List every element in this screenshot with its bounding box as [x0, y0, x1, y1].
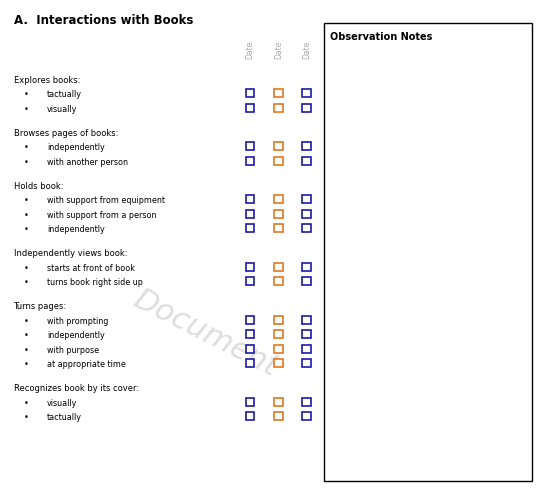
- Bar: [246, 224, 254, 232]
- Text: with prompting: with prompting: [47, 317, 108, 326]
- Text: Browses pages of books:: Browses pages of books:: [14, 129, 118, 138]
- Bar: [246, 330, 254, 338]
- Text: with support from equipment: with support from equipment: [47, 196, 165, 205]
- Bar: [246, 196, 254, 203]
- Bar: [274, 89, 283, 97]
- Bar: [274, 196, 283, 203]
- Text: Recognizes book by its cover:: Recognizes book by its cover:: [14, 384, 138, 393]
- Text: with purpose: with purpose: [47, 345, 99, 355]
- Bar: [246, 263, 254, 270]
- Bar: [302, 210, 311, 218]
- Text: •: •: [23, 196, 28, 205]
- Bar: [302, 359, 311, 367]
- Bar: [246, 210, 254, 218]
- Text: Turns pages:: Turns pages:: [14, 302, 67, 312]
- Text: •: •: [23, 158, 28, 167]
- Bar: [302, 157, 311, 165]
- Bar: [302, 412, 311, 420]
- Text: •: •: [23, 278, 28, 287]
- Text: •: •: [23, 225, 28, 234]
- Text: •: •: [23, 105, 28, 114]
- Bar: [274, 142, 283, 150]
- Bar: [302, 224, 311, 232]
- Bar: [302, 398, 311, 406]
- Bar: [246, 344, 254, 352]
- Text: starts at front of book: starts at front of book: [47, 264, 135, 273]
- Bar: [246, 316, 254, 323]
- Text: •: •: [23, 211, 28, 220]
- Text: •: •: [23, 413, 28, 422]
- Text: A.  Interactions with Books: A. Interactions with Books: [14, 14, 193, 27]
- Bar: [274, 210, 283, 218]
- Bar: [274, 277, 283, 285]
- Text: Date: Date: [246, 40, 254, 59]
- Bar: [302, 142, 311, 150]
- Text: Explores books:: Explores books:: [14, 76, 80, 85]
- Bar: [274, 412, 283, 420]
- Text: •: •: [23, 143, 28, 152]
- Text: visually: visually: [47, 105, 77, 114]
- Bar: [274, 398, 283, 406]
- Text: independently: independently: [47, 331, 105, 340]
- Text: •: •: [23, 345, 28, 355]
- Bar: [274, 104, 283, 112]
- Text: independently: independently: [47, 143, 105, 152]
- Bar: [274, 330, 283, 338]
- Bar: [274, 359, 283, 367]
- Bar: [274, 263, 283, 270]
- Bar: [302, 89, 311, 97]
- Bar: [246, 412, 254, 420]
- Bar: [302, 344, 311, 352]
- Text: turns book right side up: turns book right side up: [47, 278, 143, 287]
- Bar: [246, 359, 254, 367]
- Bar: [246, 104, 254, 112]
- Bar: [302, 316, 311, 323]
- Text: Holds book:: Holds book:: [14, 182, 63, 191]
- Bar: [302, 104, 311, 112]
- Bar: [274, 316, 283, 323]
- Text: at appropriate time: at appropriate time: [47, 360, 126, 369]
- Bar: [246, 89, 254, 97]
- Text: Date: Date: [302, 40, 311, 59]
- Bar: [246, 277, 254, 285]
- Text: with support from a person: with support from a person: [47, 211, 156, 220]
- Text: Date: Date: [274, 40, 283, 59]
- Text: visually: visually: [47, 399, 77, 408]
- Text: Observation Notes: Observation Notes: [330, 32, 432, 42]
- Text: Document: Document: [129, 284, 282, 382]
- Text: •: •: [23, 317, 28, 326]
- Text: •: •: [23, 360, 28, 369]
- Text: Independently views book:: Independently views book:: [14, 249, 127, 258]
- Bar: [274, 224, 283, 232]
- Bar: [246, 142, 254, 150]
- Text: with another person: with another person: [47, 158, 128, 167]
- Text: •: •: [23, 90, 28, 99]
- Bar: [302, 196, 311, 203]
- Text: tactually: tactually: [47, 90, 82, 99]
- Text: •: •: [23, 399, 28, 408]
- Bar: [274, 344, 283, 352]
- Bar: [302, 330, 311, 338]
- Text: tactually: tactually: [47, 413, 82, 422]
- Bar: [324, 23, 532, 481]
- Text: •: •: [23, 264, 28, 273]
- Bar: [246, 398, 254, 406]
- Bar: [302, 263, 311, 270]
- Bar: [246, 157, 254, 165]
- Bar: [274, 157, 283, 165]
- Text: independently: independently: [47, 225, 105, 234]
- Bar: [302, 277, 311, 285]
- Text: •: •: [23, 331, 28, 340]
